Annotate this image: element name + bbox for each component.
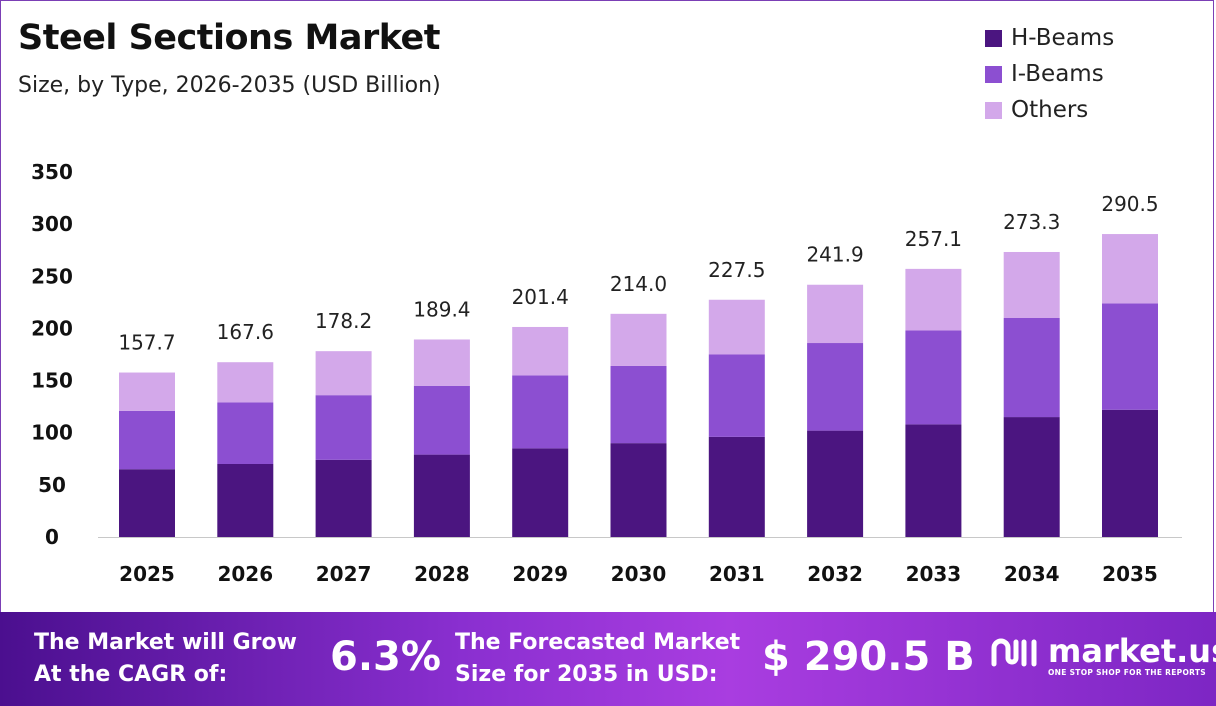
legend-item-h-beams: H-Beams — [985, 20, 1114, 56]
cagr-label-line2: At the CAGR of: — [34, 662, 228, 687]
x-tick-label: 2032 — [807, 562, 863, 586]
bar-segment-h-beams — [119, 469, 175, 537]
bar-segment-h-beams — [315, 459, 372, 537]
legend-label-h-beams: H-Beams — [1011, 25, 1115, 51]
y-tick-label: 100 — [31, 421, 73, 445]
brand-logo: market.us ONE STOP SHOP FOR THE REPORTS — [990, 634, 1216, 677]
y-tick-label: 150 — [31, 369, 73, 393]
bar-total-label: 273.3 — [1003, 210, 1060, 234]
cagr-label: The Market will Grow At the CAGR of: — [34, 627, 297, 691]
bar-segment-others — [610, 313, 667, 366]
bar-segment-i-beams — [512, 375, 569, 449]
brand-tagline: ONE STOP SHOP FOR THE REPORTS — [1048, 668, 1206, 677]
bar-total-label: 178.2 — [315, 309, 372, 333]
bar-segment-others — [315, 351, 372, 396]
bar-total-label: 241.9 — [806, 243, 863, 267]
y-tick-label: 350 — [31, 160, 73, 184]
y-tick-label: 250 — [31, 264, 73, 288]
bar-segment-others — [413, 339, 470, 386]
bar-total-label: 214.0 — [610, 272, 667, 296]
y-tick-label: 300 — [31, 212, 73, 236]
forecast-label-line2: Size for 2035 in USD: — [455, 662, 718, 687]
legend-item-i-beams: I-Beams — [985, 56, 1114, 92]
x-tick-label: 2031 — [709, 562, 765, 586]
legend-label-i-beams: I-Beams — [1011, 61, 1104, 87]
bar-segment-i-beams — [413, 385, 470, 455]
x-tick-label: 2035 — [1102, 562, 1158, 586]
bar-segment-others — [708, 299, 765, 355]
footer-banner: The Market will Grow At the CAGR of: 6.3… — [0, 612, 1216, 706]
cagr-value: 6.3% — [330, 634, 441, 680]
legend: H-Beams I-Beams Others — [985, 20, 1114, 128]
chart-title: Steel Sections Market — [18, 18, 441, 58]
bar-segment-others — [1003, 251, 1060, 318]
legend-swatch-others — [985, 101, 1002, 119]
bar-segment-i-beams — [315, 395, 372, 460]
bar-segment-others — [807, 284, 864, 344]
bar-segment-others — [119, 372, 175, 411]
bar-segment-i-beams — [807, 343, 864, 431]
bar-segment-h-beams — [512, 448, 569, 537]
bar-segment-i-beams — [217, 402, 274, 464]
forecast-label-line1: The Forecasted Market — [455, 630, 741, 655]
bar-total-label: 167.6 — [217, 320, 274, 344]
y-tick-label: 200 — [31, 316, 73, 340]
market-us-logo-icon — [991, 638, 1037, 667]
bar-segment-h-beams — [1003, 417, 1060, 537]
cagr-label-line1: The Market will Grow — [34, 630, 297, 655]
bar-segment-h-beams — [217, 464, 274, 537]
bar-total-label: 201.4 — [512, 285, 569, 309]
bar-total-label: 227.5 — [708, 258, 765, 282]
bar-segment-i-beams — [905, 330, 962, 425]
bar-segment-h-beams — [905, 424, 962, 537]
bar-segment-i-beams — [1003, 318, 1060, 418]
x-tick-label: 2027 — [316, 562, 372, 586]
y-tick-label: 50 — [38, 473, 66, 497]
bar-total-label: 290.5 — [1101, 192, 1158, 216]
bar-segment-i-beams — [708, 354, 765, 437]
bar-segment-others — [1102, 234, 1158, 304]
bar-segment-others — [512, 326, 569, 376]
bar-segment-i-beams — [1102, 303, 1158, 410]
x-tick-label: 2026 — [217, 562, 273, 586]
legend-swatch-h-beams — [985, 29, 1002, 47]
stacked-bar-chart: 0 50 100 150 200 250 300 350 157.7 2025 167.6 2026 1… — [31, 160, 1182, 586]
bar-total-label: 257.1 — [905, 227, 962, 251]
bar-segment-i-beams — [119, 410, 175, 470]
bar-total-label: 157.7 — [118, 331, 175, 355]
legend-label-others: Others — [1011, 97, 1089, 123]
bar-segment-h-beams — [708, 436, 765, 537]
bar-segment-i-beams — [610, 365, 667, 444]
legend-item-others: Others — [985, 92, 1114, 128]
x-tick-label: 2029 — [512, 562, 568, 586]
x-tick-label: 2033 — [906, 562, 962, 586]
bar-segment-others — [217, 362, 274, 403]
x-tick-label: 2034 — [1004, 562, 1060, 586]
bar-segment-h-beams — [610, 443, 667, 537]
x-tick-label: 2025 — [119, 562, 175, 586]
bar-segment-others — [905, 268, 962, 331]
x-tick-label: 2028 — [414, 562, 470, 586]
brand-name: market.us — [1048, 632, 1216, 670]
x-tick-label: 2030 — [611, 562, 667, 586]
forecast-label: The Forecasted Market Size for 2035 in U… — [455, 627, 740, 691]
bar-segment-h-beams — [1102, 409, 1158, 537]
forecast-value: $ 290.5 B — [762, 634, 975, 680]
legend-swatch-i-beams — [985, 65, 1002, 83]
y-tick-label: 0 — [45, 525, 59, 549]
bar-total-label: 189.4 — [413, 297, 470, 321]
bar-segment-h-beams — [807, 430, 864, 537]
bar-segment-h-beams — [413, 454, 470, 537]
chart-subtitle: Size, by Type, 2026-2035 (USD Billion) — [18, 73, 441, 98]
